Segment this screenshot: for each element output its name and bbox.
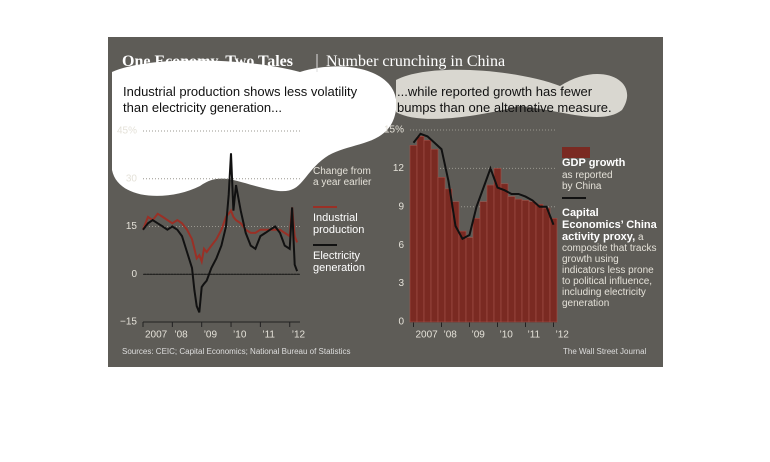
x-tick-label: ’12: [292, 330, 306, 341]
bar: [458, 230, 467, 323]
x-tick-label: 2007: [416, 330, 439, 341]
bar: [472, 218, 481, 323]
y-tick-label: 30: [126, 173, 138, 184]
x-tick-label: ’08: [444, 330, 458, 341]
x-tick-label: ’08: [174, 330, 188, 341]
bar: [430, 148, 439, 323]
bar: [507, 196, 516, 323]
y-tick-label: 3: [398, 278, 404, 289]
y-tick-label: 6: [398, 240, 404, 251]
legend-entry: Capital Economics’ China activity proxy,…: [562, 207, 658, 309]
bar: [535, 203, 544, 323]
x-tick-label: ’09: [204, 330, 218, 341]
x-tick-label: ’11: [528, 330, 541, 341]
subtitle: Number crunching in China: [326, 53, 506, 70]
overlay-blob: [396, 69, 628, 119]
legend-description: as reported by China: [562, 170, 613, 192]
x-tick-label: ’12: [556, 330, 570, 341]
bar: [542, 207, 551, 323]
x-tick-label: ’09: [472, 330, 486, 341]
bar: [500, 183, 509, 323]
source: Sources: CEIC; Capital Economics; Nation…: [122, 347, 351, 356]
legend-label: GDP growth: [562, 157, 626, 169]
line: [412, 132, 555, 241]
legend-label: Capital Economics’ China activity proxy,: [562, 207, 657, 243]
x-tick-label: 2007: [145, 330, 168, 341]
title: One Economy, Two Tales: [122, 53, 293, 70]
annotation: Change from a year earlier: [313, 166, 372, 188]
y-tick-label: 12: [393, 163, 405, 174]
y-tick-label: 0: [398, 317, 404, 328]
credit: The Wall Street Journal: [563, 347, 647, 356]
legend-label: Electricity generation: [313, 250, 365, 274]
y-tick-label: 45%: [117, 126, 137, 137]
bar: [465, 237, 474, 323]
line: [142, 153, 299, 313]
x-tick-label: ’10: [233, 330, 247, 341]
bar: [486, 184, 495, 323]
bar: [423, 139, 432, 323]
bar: [514, 198, 523, 323]
bar: [409, 145, 418, 323]
bar: [549, 218, 558, 323]
bar: [444, 188, 453, 323]
bar: [521, 200, 530, 323]
legend-description: a composite that tracks growth using ind…: [562, 232, 657, 309]
bar: [479, 201, 488, 323]
y-tick-label: −15: [120, 317, 137, 328]
x-tick-label: ’10: [500, 330, 514, 341]
bar: [528, 201, 537, 323]
x-tick-label: ’11: [262, 330, 275, 341]
overlay-blob: [112, 60, 397, 196]
legend-label: Industrial production: [313, 212, 365, 236]
y-tick-label: 15: [126, 221, 138, 232]
line: [142, 207, 299, 266]
bar: [416, 136, 425, 323]
chart-title: ...while reported growth has fewer bumps…: [397, 84, 612, 115]
legend-swatch: [562, 147, 590, 158]
y-tick-label: 0: [131, 269, 137, 280]
bar: [437, 177, 446, 323]
bar: [493, 168, 502, 323]
chart-title: Industrial production shows less volatil…: [123, 84, 358, 115]
y-tick-label: 15%: [384, 125, 404, 136]
y-tick-label: 9: [398, 201, 404, 212]
